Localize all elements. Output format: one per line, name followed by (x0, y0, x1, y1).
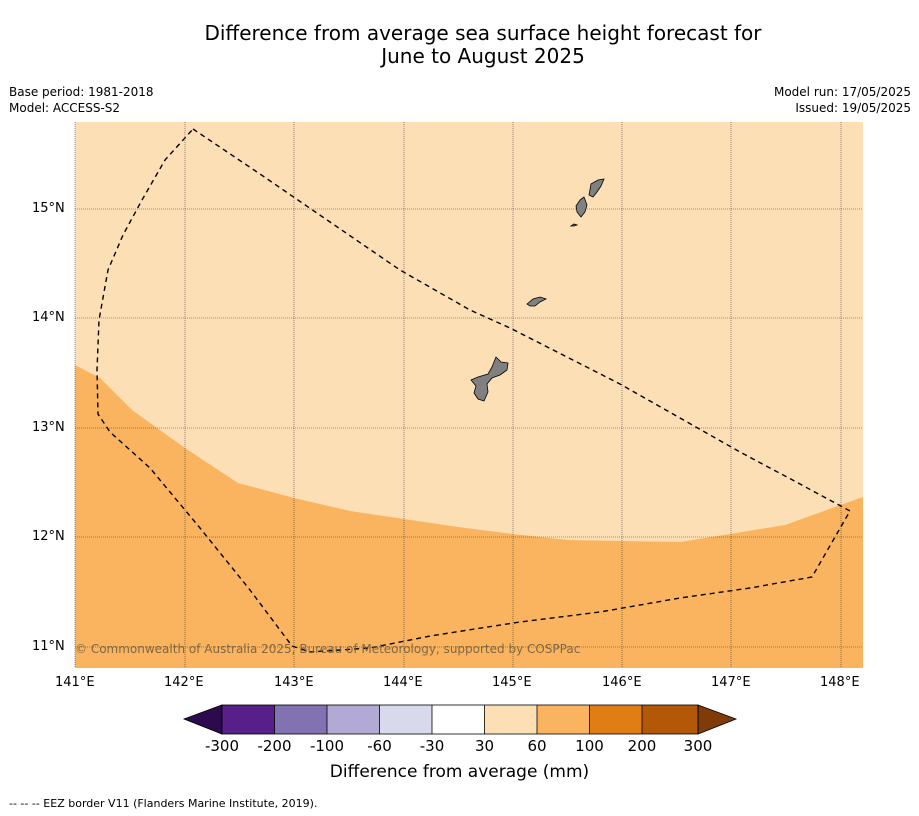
lon-label-142e: 142°E (164, 675, 204, 690)
lon-label-147e: 147°E (711, 675, 751, 690)
lon-label-143e: 143°E (274, 675, 314, 690)
model-run: Model run: 17/05/2025 (773, 85, 911, 99)
lon-label-148e: 148°E (820, 675, 860, 690)
lon-label-144e: 144°E (383, 675, 423, 690)
colorbar-bin-5 (432, 705, 485, 734)
colorbar-tick-label: 30 (474, 737, 495, 755)
colorbar-title: Difference from average (mm) (329, 762, 590, 782)
colorbar-bin-8 (589, 705, 642, 734)
title-line-2: June to August 2025 (381, 44, 585, 68)
lon-label-145e: 145°E (492, 675, 532, 690)
graticule (74, 122, 863, 668)
colorbar-bin-6 (484, 705, 537, 734)
saipan-island (588, 178, 605, 198)
lat-label-13n: 13°N (32, 420, 65, 435)
lon-label-146e: 146°E (602, 675, 642, 690)
issued-date: Issued: 19/05/2025 (795, 101, 911, 115)
eez-footnote: -- -- -- EEZ border V11 (Flanders Marine… (9, 797, 318, 810)
colorbar-extend-low (182, 704, 223, 735)
colorbar-bin-3 (327, 705, 380, 734)
rota-island (526, 296, 548, 307)
colorbar (182, 704, 738, 735)
colorbar-tick-label: -30 (419, 737, 445, 755)
meta-right: Model run: 17/05/2025 Issued: 19/05/2025 (774, 84, 911, 116)
meta-left: Base period: 1981-2018 Model: ACCESS-S2 (9, 84, 154, 116)
lat-label-14n: 14°N (32, 310, 65, 325)
model-name: Model: ACCESS-S2 (9, 101, 121, 115)
colorbar-bin-4 (379, 705, 432, 734)
base-period: Base period: 1981-2018 (9, 85, 154, 99)
lon-label-141e: 141°E (55, 675, 95, 690)
colorbar-tick-label: -60 (367, 737, 392, 755)
title-line-1: Difference from average sea surface heig… (204, 21, 762, 45)
lat-label-11n: 11°N (32, 639, 65, 654)
colorbar-bin-2 (274, 705, 327, 734)
lat-label-15n: 15°N (32, 201, 65, 216)
colorbar-extend-high (697, 704, 738, 735)
map-title: Difference from average sea surface heig… (0, 22, 919, 68)
colorbar-bin-9 (642, 705, 698, 734)
lat-label-12n: 12°N (32, 529, 65, 544)
colorbar-tick-label: 60 (527, 737, 547, 755)
sea-60-100-region (75, 365, 863, 668)
tinian-island (575, 196, 588, 218)
colorbar-tick-label: -100 (309, 737, 345, 755)
copyright-notice: © Commonwealth of Australia 2025, Bureau… (75, 642, 581, 656)
colorbar-tick-label: 300 (683, 737, 713, 755)
aguijan-island (569, 223, 579, 227)
colorbar-tick-label: -300 (204, 737, 240, 755)
colorbar-tick-label: -200 (257, 737, 292, 755)
colorbar-bin-1 (222, 705, 275, 734)
land-masses (470, 178, 605, 402)
colorbar-bin-7 (537, 705, 590, 734)
colorbar-tick-label: 200 (627, 737, 657, 755)
colorbar-tick-label: 100 (575, 737, 604, 755)
guam-island (470, 356, 509, 402)
